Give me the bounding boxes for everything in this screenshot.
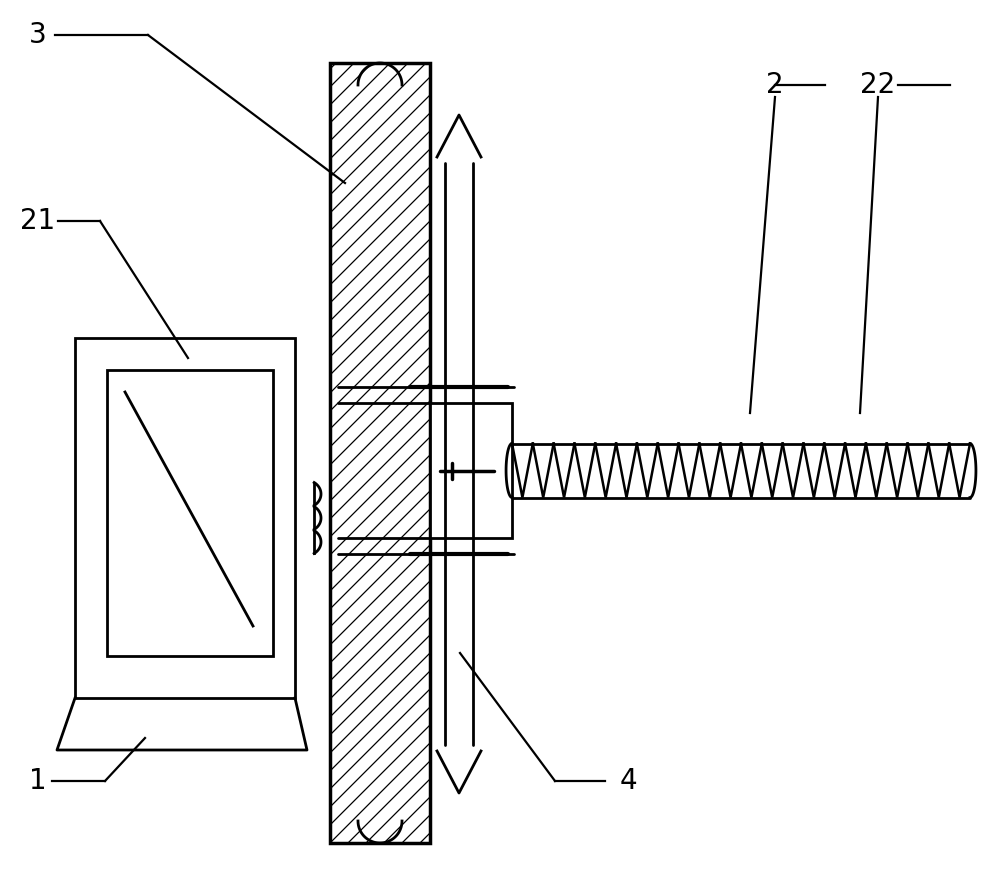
Text: 22: 22 — [860, 71, 896, 99]
Text: 4: 4 — [619, 767, 637, 795]
Text: 2: 2 — [766, 71, 784, 99]
Text: 3: 3 — [29, 21, 47, 49]
Bar — [330, 63, 430, 843]
Text: 21: 21 — [20, 207, 56, 235]
Text: 1: 1 — [29, 767, 47, 795]
Bar — [75, 338, 295, 698]
Bar — [430, 403, 512, 538]
Bar — [107, 370, 273, 656]
Bar — [330, 63, 430, 843]
